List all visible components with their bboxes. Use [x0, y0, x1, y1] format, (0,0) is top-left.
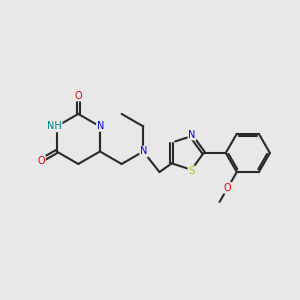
Text: N: N [140, 146, 148, 157]
Text: O: O [38, 156, 45, 166]
Text: O: O [74, 91, 82, 101]
Text: NH: NH [47, 122, 61, 131]
Text: S: S [188, 166, 194, 176]
Text: O: O [224, 183, 232, 193]
Text: N: N [97, 121, 104, 131]
Text: N: N [188, 130, 196, 140]
